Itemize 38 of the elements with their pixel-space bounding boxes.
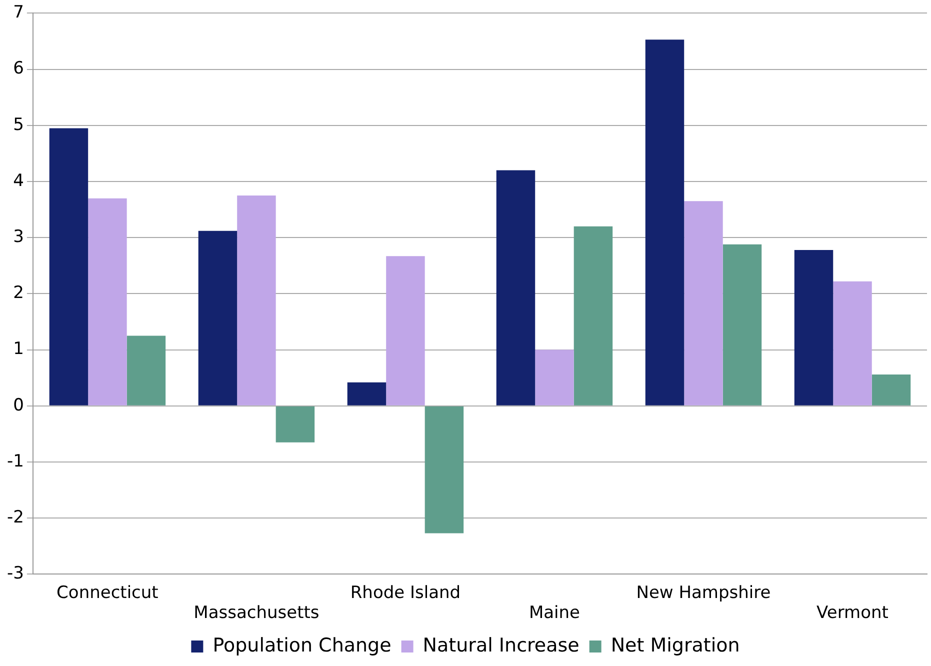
bar	[88, 198, 127, 406]
bar	[347, 382, 386, 406]
legend-label: Net Migration	[610, 634, 740, 656]
y-tick-label: -2	[6, 508, 24, 528]
x-tick-label: New Hampshire	[636, 582, 771, 603]
bar	[684, 201, 723, 406]
bar	[49, 128, 88, 406]
bar	[574, 226, 613, 406]
bar	[833, 281, 872, 406]
bar	[126, 336, 166, 406]
bar	[872, 374, 911, 406]
y-tick-label: 6	[13, 58, 24, 79]
y-tick-label: -3	[6, 564, 24, 584]
bar	[198, 230, 238, 406]
bar	[424, 406, 464, 534]
bar	[645, 40, 684, 406]
x-tick-label: Connecticut	[56, 582, 159, 603]
bar	[535, 350, 574, 406]
y-tick-label: 7	[13, 2, 24, 23]
y-tick-label: 1	[13, 339, 24, 360]
bar	[794, 250, 834, 406]
x-tick-label: Massachusetts	[194, 603, 320, 624]
y-tick-label: 2	[13, 283, 24, 304]
x-tick-label: Rhode Island	[350, 582, 461, 603]
y-tick-label: 4	[13, 170, 24, 191]
bar	[386, 256, 425, 406]
bar	[237, 196, 276, 406]
x-tick-label: Maine	[528, 603, 580, 624]
legend-label: Natural Increase	[422, 634, 580, 656]
y-tick-label: 3	[13, 227, 24, 248]
bar	[722, 244, 762, 406]
y-tick-label: 5	[13, 114, 24, 135]
y-tick-label: -1	[6, 451, 24, 472]
y-tick-label: 0	[13, 395, 24, 416]
bar	[276, 406, 315, 442]
x-tick-label: Vermont	[816, 603, 889, 624]
legend-label: Population Change	[212, 634, 392, 656]
bar	[496, 170, 536, 406]
